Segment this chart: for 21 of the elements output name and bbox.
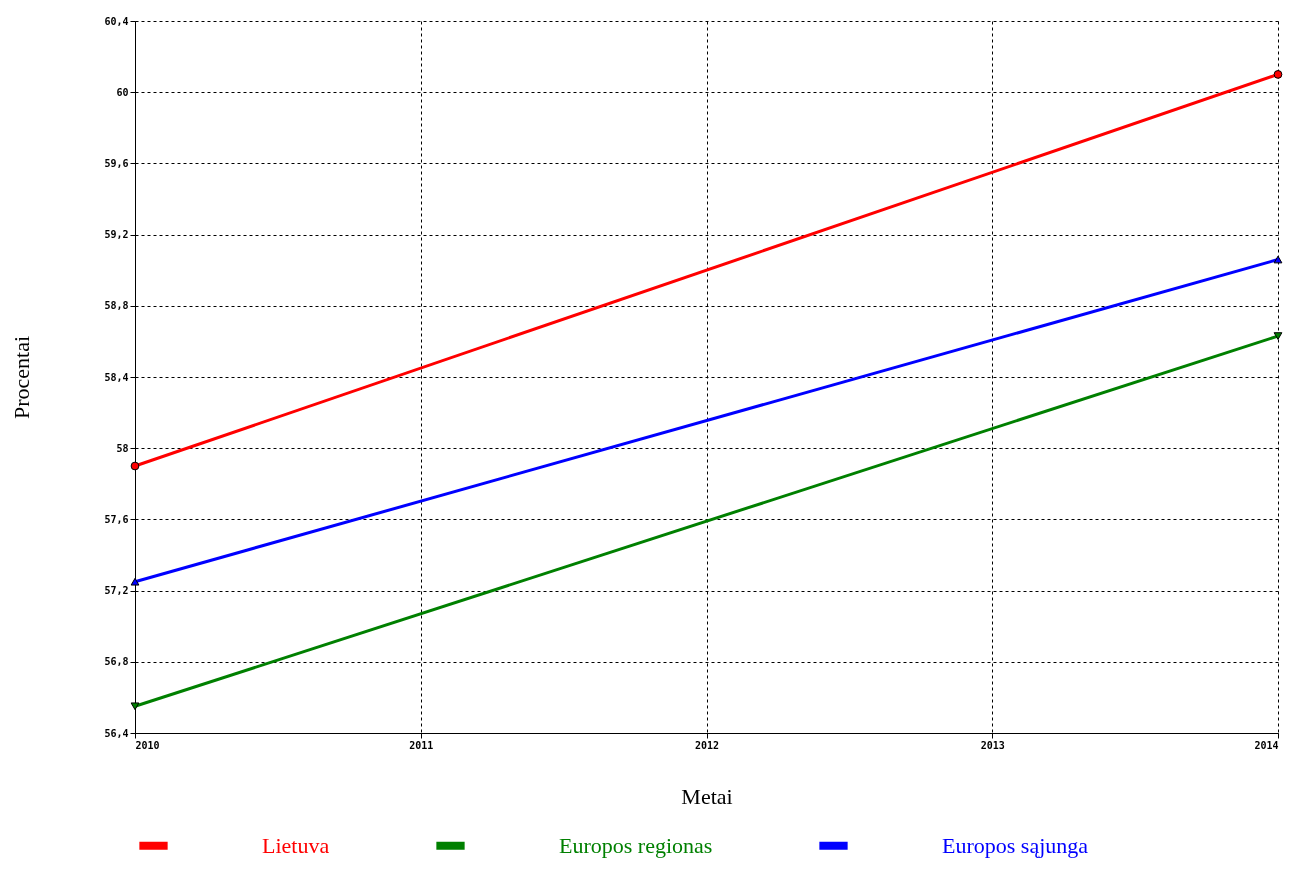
y-tick-label: 60 — [116, 86, 129, 98]
y-tick-label: 58,4 — [104, 371, 129, 383]
y-tick-label: 57,6 — [104, 513, 129, 525]
text: Europos sąjunga — [942, 832, 1089, 858]
x-tick-label: 2014 — [1254, 739, 1279, 751]
y-tick-label: 59,2 — [104, 229, 129, 241]
y-tick-label: 56,8 — [104, 656, 129, 668]
x-tick-label: 2013 — [980, 739, 1005, 751]
text: Lietuva — [262, 832, 330, 858]
x-tick-label: 2012 — [694, 739, 720, 751]
text: Europos regionas — [559, 832, 713, 858]
y-tick-label: 56,4 — [104, 727, 129, 739]
y-tick-label: 60,4 — [104, 15, 129, 27]
x-tick-label: 2011 — [409, 739, 434, 751]
x-axis-title: Metai — [681, 783, 733, 809]
y-tick-label: 57,2 — [104, 585, 129, 597]
y-tick-label: 58,8 — [104, 300, 129, 312]
y-tick-label: 59,6 — [104, 157, 129, 169]
y-tick-label: 58 — [116, 442, 129, 454]
y-axis-title: Procentai — [9, 335, 35, 420]
x-tick-label: 2010 — [135, 739, 160, 751]
